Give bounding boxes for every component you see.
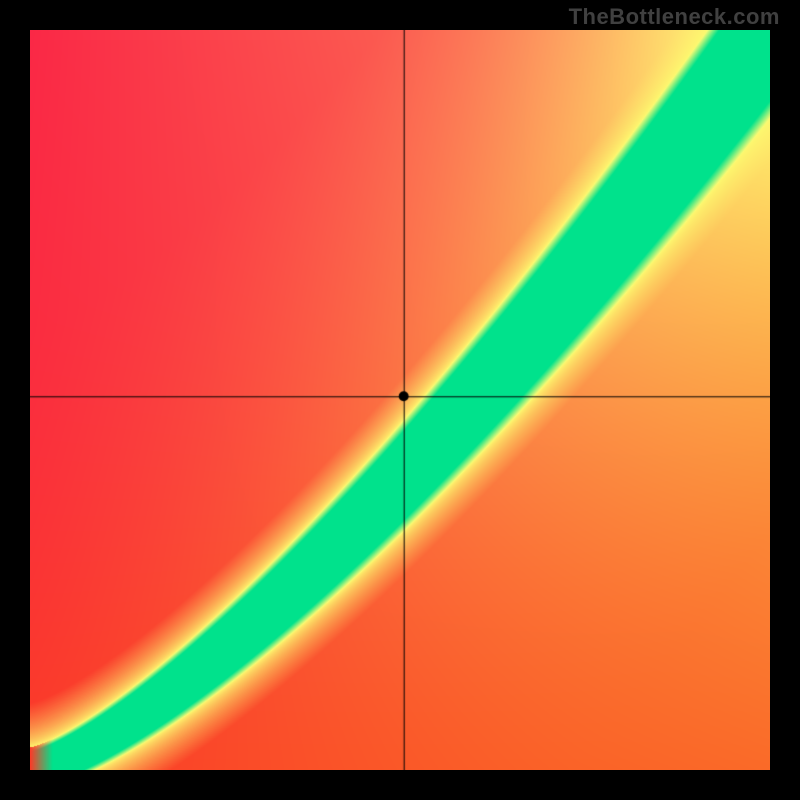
bottleneck-heatmap — [30, 30, 770, 770]
watermark-text: TheBottleneck.com — [569, 4, 780, 30]
heatmap-canvas — [30, 30, 770, 770]
